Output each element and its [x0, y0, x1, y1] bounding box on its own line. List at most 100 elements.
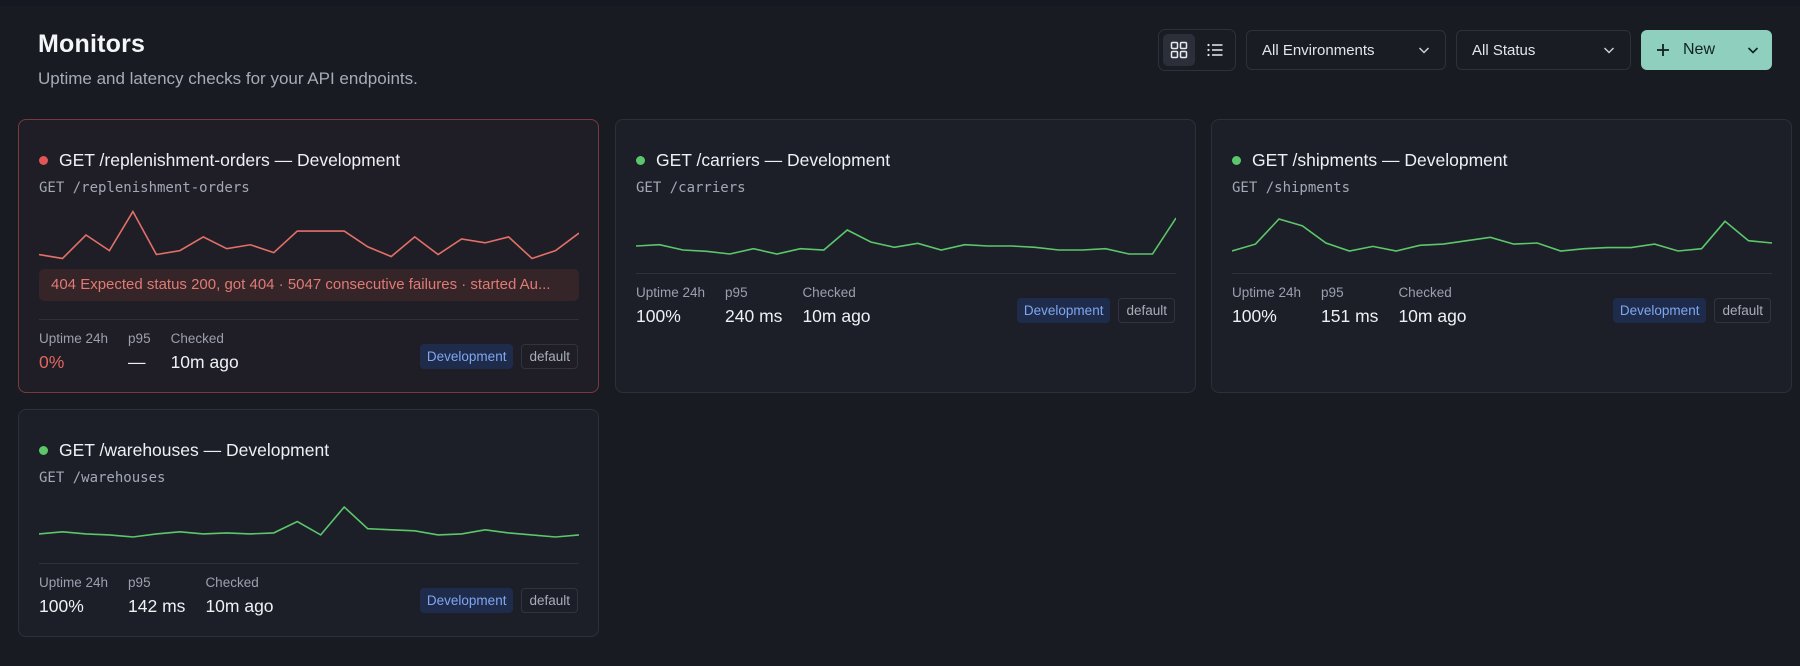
checked-label: Checked [205, 575, 259, 590]
p95-value: 240 ms [725, 306, 783, 326]
namespace-badge: default [1118, 298, 1175, 323]
monitor-tags: Development default [419, 344, 578, 369]
uptime-label: Uptime 24h [39, 575, 109, 590]
chevron-down-icon [1603, 47, 1615, 54]
status-dot-up [1232, 156, 1241, 165]
monitor-card-header: GET /shipments — Development [1232, 150, 1507, 171]
environment-badge: Development [419, 588, 514, 613]
p95-value: 151 ms [1321, 306, 1379, 326]
p95-label: p95 [725, 285, 748, 300]
p95-stat: p95 — [128, 331, 151, 373]
divider [1232, 273, 1772, 274]
uptime-label: Uptime 24h [1232, 285, 1302, 300]
app-frame: Monitors Uptime and latency checks for y… [0, 6, 1800, 666]
checked-stat: Checked 10m ago [802, 285, 870, 327]
new-button-label: New [1683, 41, 1716, 58]
chevron-down-icon [1747, 47, 1759, 54]
monitor-path: GET /carriers [636, 180, 746, 196]
checked-stat: Checked 10m ago [205, 575, 273, 617]
checked-label: Checked [170, 331, 224, 346]
environment-badge: Development [1612, 298, 1707, 323]
page-subtitle: Uptime and latency checks for your API e… [38, 69, 418, 88]
latency-sparkline [39, 210, 579, 260]
monitor-card[interactable]: GET /warehouses — Development GET /wareh… [18, 409, 599, 637]
new-monitor-button[interactable]: New [1641, 30, 1772, 70]
monitor-name: GET /warehouses — Development [59, 440, 330, 460]
chevron-down-icon [1418, 47, 1430, 54]
monitor-tags: Development default [1016, 298, 1175, 323]
monitor-card[interactable]: GET /shipments — Development GET /shipme… [1211, 119, 1792, 393]
environment-filter-value: All Environments [1262, 41, 1375, 59]
page-header: Monitors Uptime and latency checks for y… [38, 30, 418, 89]
status-dot-up [39, 446, 48, 455]
monitor-path: GET /warehouses [39, 470, 166, 486]
status-dot-up [636, 156, 645, 165]
environment-filter[interactable]: All Environments [1246, 30, 1446, 70]
uptime-stat: Uptime 24h 100% [39, 575, 108, 617]
monitor-name: GET /replenishment-orders — Development [59, 150, 401, 170]
p95-value: — [128, 352, 146, 372]
checked-label: Checked [1398, 285, 1452, 300]
monitor-card-header: GET /warehouses — Development [39, 440, 329, 461]
monitor-path: GET /replenishment-orders [39, 180, 250, 196]
environment-badge: Development [419, 344, 514, 369]
namespace-badge: default [521, 344, 578, 369]
sparkline-series [39, 212, 579, 259]
monitor-card[interactable]: GET /replenishment-orders — Development … [18, 119, 599, 393]
monitor-tags: Development default [1612, 298, 1771, 323]
error-message: 404 Expected status 200, got 404 · 5047 … [39, 269, 579, 301]
divider [39, 563, 579, 564]
toolbar: All Environments All Status New [1158, 29, 1772, 71]
monitor-card-header: GET /replenishment-orders — Development [39, 150, 400, 171]
latency-sparkline [1232, 217, 1772, 253]
monitor-name: GET /carriers — Development [656, 150, 891, 170]
monitor-card-header: GET /carriers — Development [636, 150, 890, 171]
status-filter[interactable]: All Status [1456, 30, 1631, 70]
list-icon [1207, 43, 1223, 57]
latency-sparkline [39, 505, 579, 539]
divider [636, 273, 1176, 274]
p95-stat: p95 240 ms [725, 285, 782, 327]
checked-value: 10m ago [205, 596, 274, 616]
environment-badge: Development [1016, 298, 1111, 323]
checked-label: Checked [802, 285, 856, 300]
monitor-tags: Development default [419, 588, 578, 613]
sparkline-series [1232, 219, 1772, 251]
uptime-stat: Uptime 24h 100% [1232, 285, 1301, 327]
p95-stat: p95 142 ms [128, 575, 185, 617]
view-toggle [1158, 29, 1236, 71]
uptime-label: Uptime 24h [39, 331, 109, 346]
monitor-stats: Uptime 24h 0% p95 — Checked 10m ago [39, 331, 239, 373]
checked-value: 10m ago [170, 352, 239, 372]
checked-value: 10m ago [802, 306, 871, 326]
sparkline-series [39, 507, 579, 537]
monitor-stats: Uptime 24h 100% p95 240 ms Checked 10m a… [636, 285, 871, 327]
uptime-stat: Uptime 24h 100% [636, 285, 705, 327]
grid-icon [1170, 41, 1188, 59]
p95-label: p95 [128, 575, 151, 590]
status-filter-value: All Status [1472, 41, 1536, 59]
uptime-value: 0% [39, 352, 65, 372]
monitor-path: GET /shipments [1232, 180, 1351, 196]
sparkline-series [636, 218, 1176, 254]
page-title: Monitors [38, 30, 146, 58]
grid-view-button[interactable] [1163, 34, 1195, 66]
p95-label: p95 [1321, 285, 1344, 300]
checked-stat: Checked 10m ago [1398, 285, 1466, 327]
list-view-button[interactable] [1199, 34, 1231, 66]
namespace-badge: default [1714, 298, 1771, 323]
monitor-stats: Uptime 24h 100% p95 151 ms Checked 10m a… [1232, 285, 1467, 327]
plus-icon [1657, 44, 1669, 56]
checked-stat: Checked 10m ago [171, 331, 239, 373]
monitor-card[interactable]: GET /carriers — Development GET /carrier… [615, 119, 1196, 393]
latency-sparkline [636, 216, 1176, 256]
monitor-stats: Uptime 24h 100% p95 142 ms Checked 10m a… [39, 575, 274, 617]
status-dot-down [39, 156, 48, 165]
p95-stat: p95 151 ms [1321, 285, 1378, 327]
uptime-stat: Uptime 24h 0% [39, 331, 108, 373]
p95-value: 142 ms [128, 596, 186, 616]
uptime-value: 100% [39, 596, 84, 616]
uptime-value: 100% [636, 306, 681, 326]
p95-label: p95 [128, 331, 151, 346]
uptime-value: 100% [1232, 306, 1277, 326]
